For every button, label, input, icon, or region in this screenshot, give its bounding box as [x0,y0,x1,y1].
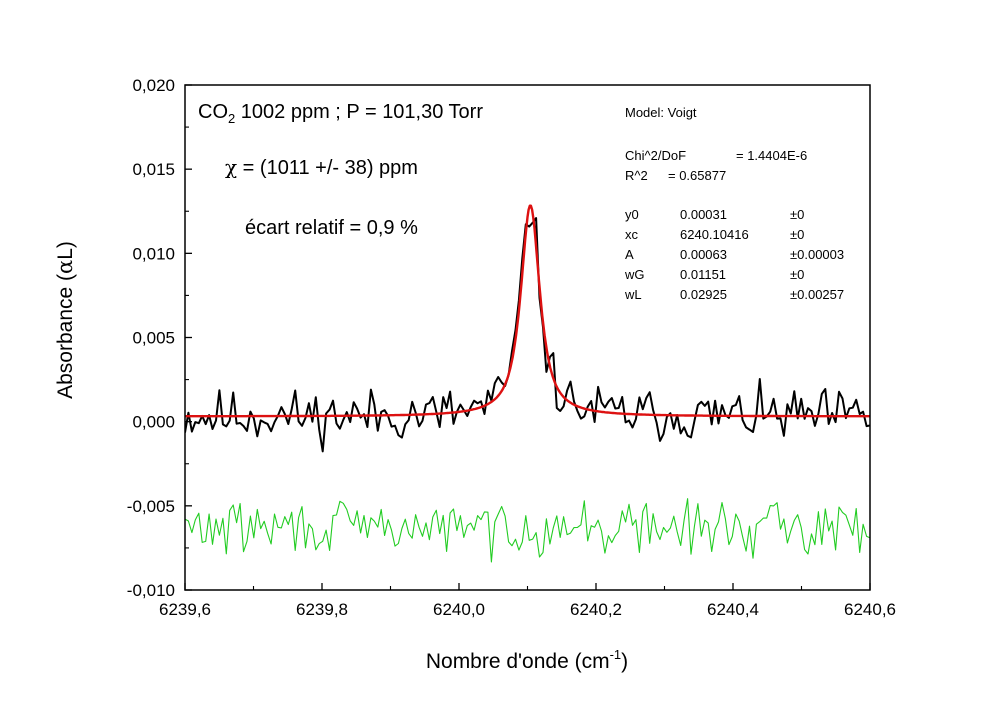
fit-param-error: ±0 [790,207,804,222]
annotation-chi-result: χ = (1011 +/- 38) ppm [225,155,418,179]
x-axis-title-superscript: -1 [610,647,622,662]
fit-param-error: ±0 [790,267,804,282]
fit-parameters-box: Model: Voigt Chi^2/DoF = 1.4404E-6 R^2 =… [624,105,844,302]
y-tick-label: 0,020 [132,76,175,95]
fit-param-error: ±0 [790,227,804,242]
fit-param-value: 0.00063 [680,247,727,262]
residual-series-line [185,498,870,563]
fit-param-name: A [625,247,634,262]
co2-subscript: 2 [228,111,235,126]
fit-param-name: y0 [625,207,639,222]
fit-series-line [185,204,870,418]
y-axis-title: Absorbance (αL) [53,241,77,399]
fit-param-rows: y0 0.00031 ±0 xc 6240.10416 ±0 A 0.00063 ±0.0000… [624,207,844,302]
fit-param-name: wG [624,267,645,282]
y-tick-label: 0,010 [132,244,175,263]
x-tick-label: 6239,6 [159,600,211,619]
fit-param-error: ±0.00257 [790,287,844,302]
axes-layer: 6239,6 6239,8 6240,0 6240,2 6240,4 6240,6 -0,0… [127,76,896,619]
fit-param-value: 0.01151 [680,267,726,282]
fit-r2-value: = 0.65877 [668,168,726,183]
annotation-co2-conditions: CO2 1002 ppm ; P = 101,30 Torr [198,101,483,126]
fit-param-name: xc [625,227,639,242]
fit-param-value: 0.00031 [680,207,727,222]
fit-param-row: wG 0.01151 ±0 [624,267,804,282]
y-tick-label: 0,000 [132,413,175,432]
fit-param-row: xc 6240.10416 ±0 [625,227,804,242]
fit-model-label: Model: Voigt [625,105,697,120]
fit-param-value: 0.02925 [680,287,727,302]
y-tick-label: 0,015 [132,160,175,179]
series-layer [185,204,870,563]
x-axis-title: Nombre d'onde (cm-1) [426,647,628,673]
x-tick-label: 6240,2 [570,600,622,619]
y-tick-label: -0,010 [127,581,175,600]
fit-param-row: A 0.00063 ±0.00003 [625,247,844,262]
fit-param-name: wL [624,287,642,302]
fit-param-row: y0 0.00031 ±0 [625,207,804,222]
fit-chi2-label: Chi^2/DoF [625,148,686,163]
annotation-ecart-relatif: écart relatif = 0,9 % [245,217,418,239]
y-tick-label: -0,005 [127,497,175,516]
fit-param-error: ±0.00003 [790,247,844,262]
y-tick-label: 0,005 [132,329,175,348]
x-tick-label: 6239,8 [296,600,348,619]
fit-r2-label: R^2 [625,168,648,183]
fit-chi2-value: = 1.4404E-6 [736,148,807,163]
x-tick-label: 6240,4 [707,600,759,619]
x-tick-label: 6240,0 [433,600,485,619]
fit-param-row: wL 0.02925 ±0.00257 [624,287,844,302]
y-axis-title-alpha: α [53,260,77,274]
x-tick-label: 6240,6 [844,600,896,619]
fit-param-value: 6240.10416 [680,227,749,242]
chi-symbol: χ [225,155,237,179]
